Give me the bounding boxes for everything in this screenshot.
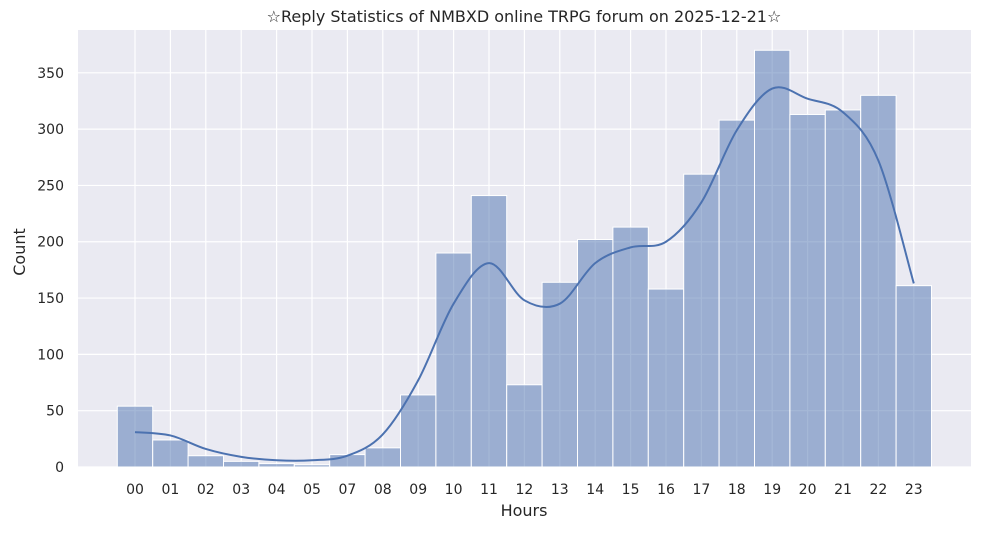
bar-15 xyxy=(612,226,649,468)
x-tick-label: 12 xyxy=(515,482,533,498)
x-tick-label: 00 xyxy=(126,482,144,498)
y-tick-labels: 0 50 100 150 200 250 300 350 xyxy=(37,66,64,476)
bar-22 xyxy=(860,94,897,468)
x-tick-label: 13 xyxy=(551,482,569,498)
y-tick-label: 0 xyxy=(55,460,64,476)
x-axis-label: Hours xyxy=(501,501,548,520)
x-tick-label: 08 xyxy=(374,482,392,498)
bars xyxy=(116,49,932,468)
x-tick-label: 14 xyxy=(586,482,604,498)
x-tick-label: 10 xyxy=(445,482,463,498)
bar-00 xyxy=(116,405,154,468)
x-tick-label: 15 xyxy=(622,482,640,498)
bar-04 xyxy=(258,463,295,468)
bar-19 xyxy=(754,49,791,468)
bar-09 xyxy=(400,394,437,468)
bar-21 xyxy=(824,109,862,468)
x-tick-label: 22 xyxy=(869,482,887,498)
bar-11 xyxy=(470,195,508,468)
y-tick-label: 200 xyxy=(37,235,64,251)
bar-20 xyxy=(789,113,826,468)
bar-08 xyxy=(364,447,402,468)
x-tick-label: 03 xyxy=(232,482,250,498)
kde-curve xyxy=(134,86,915,462)
bar-03 xyxy=(223,460,260,468)
bar-18 xyxy=(718,119,755,468)
x-tick-label: 21 xyxy=(834,482,852,498)
y-tick-label: 150 xyxy=(37,291,64,307)
x-tick-label: 17 xyxy=(692,482,710,498)
bar-10 xyxy=(435,252,472,468)
bar-17 xyxy=(683,173,720,468)
y-tick-label: 250 xyxy=(37,178,64,194)
x-tick-label: 01 xyxy=(161,482,179,498)
bar-16 xyxy=(647,288,685,468)
x-tick-label: 23 xyxy=(905,482,923,498)
chart-title: ☆Reply Statistics of NMBXD online TRPG f… xyxy=(267,7,782,26)
y-tick-label: 350 xyxy=(37,66,64,82)
x-tick-label: 11 xyxy=(480,482,498,498)
x-tick-label: 02 xyxy=(197,482,215,498)
bar-13 xyxy=(541,281,578,468)
x-tick-label: 16 xyxy=(657,482,675,498)
x-tick-label: 19 xyxy=(763,482,781,498)
x-tick-label: 04 xyxy=(268,482,286,498)
x-tick-label: 05 xyxy=(303,482,321,498)
bar-05 xyxy=(293,464,331,468)
bar-12 xyxy=(506,384,543,468)
y-axis-label: Count xyxy=(10,228,29,276)
x-tick-label: 07 xyxy=(338,482,356,498)
bar-23 xyxy=(895,285,932,468)
y-tick-label: 50 xyxy=(46,404,64,420)
y-tick-label: 300 xyxy=(37,122,64,138)
bar-02 xyxy=(187,455,225,468)
y-tick-label: 100 xyxy=(37,347,64,363)
x-tick-label: 09 xyxy=(409,482,427,498)
x-tick-label: 20 xyxy=(799,482,817,498)
x-tick-label: 18 xyxy=(728,482,746,498)
x-tick-labels: 00 01 02 03 04 05 07 08 09 10 11 12 13 14 15 16 17 18 19 20… xyxy=(126,482,923,498)
bar-14 xyxy=(577,238,614,468)
bar-01 xyxy=(152,439,189,468)
